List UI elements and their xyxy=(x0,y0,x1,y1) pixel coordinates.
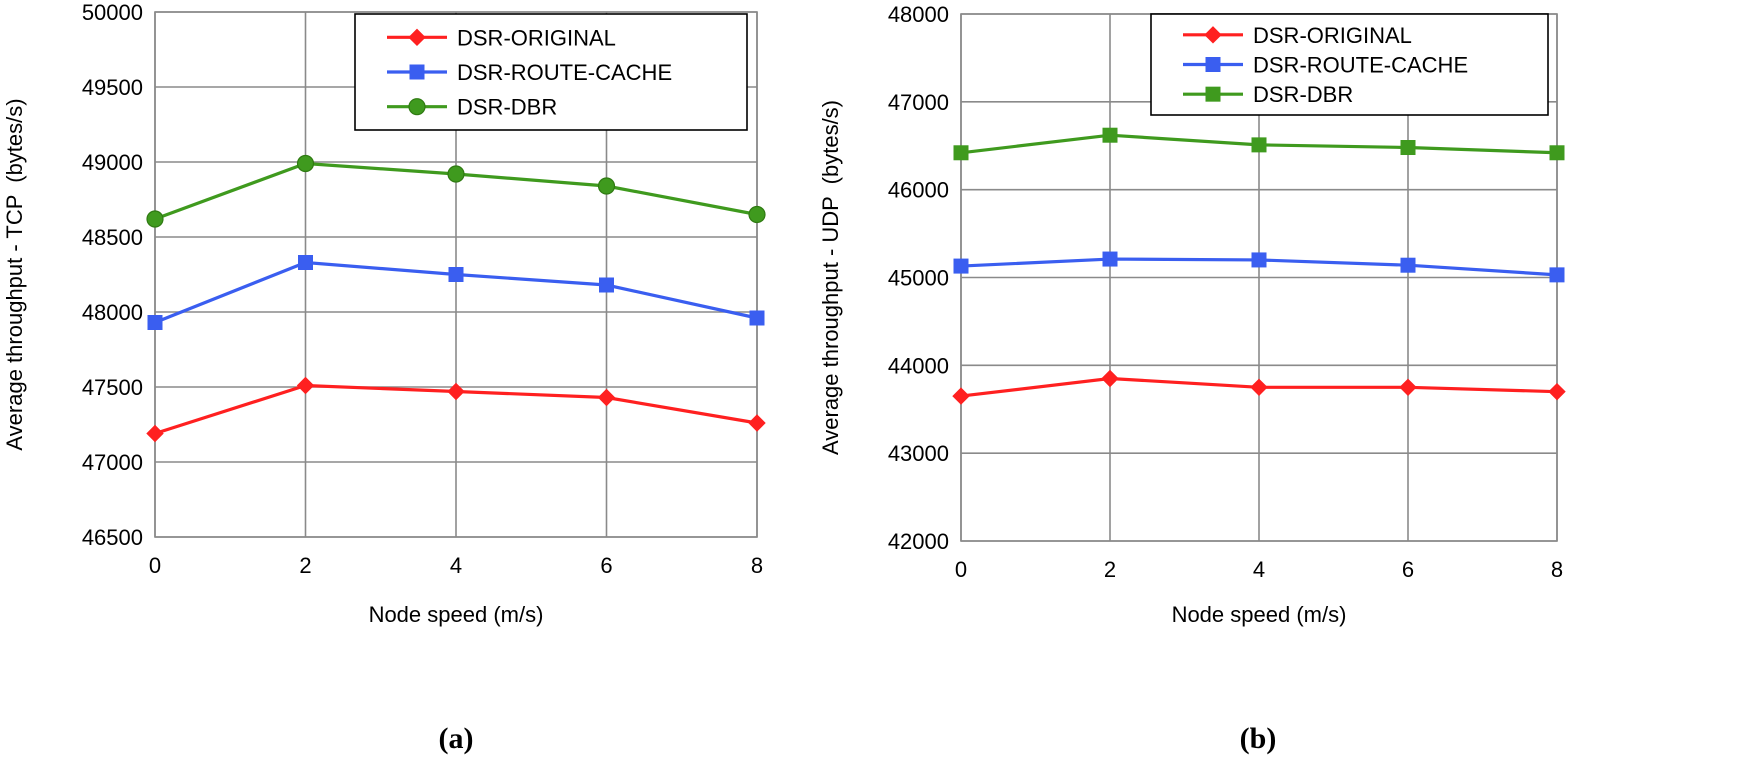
y-tick-label: 50000 xyxy=(82,0,143,25)
x-tick-label: 0 xyxy=(955,557,967,582)
data-point-dsr-original xyxy=(597,388,616,407)
data-point-dsr-route-cache xyxy=(1400,257,1416,273)
legend: DSR-ORIGINAL DSR-ROUTE-CACHE DSR-DBR xyxy=(1150,13,1549,116)
legend-marker-dsr-original xyxy=(1204,26,1222,44)
x-tick-label: 4 xyxy=(1253,557,1265,582)
data-point-dsr-route-cache xyxy=(1102,251,1118,267)
data-point-dsr-route-cache xyxy=(1251,252,1267,268)
data-point-dsr-dbr xyxy=(1400,140,1416,156)
y-tick-label: 47000 xyxy=(82,450,143,475)
y-tick-label: 45000 xyxy=(888,266,949,291)
x-axis-label: Node speed (m/s) xyxy=(369,602,544,627)
data-point-dsr-route-cache xyxy=(953,258,969,274)
x-tick-label: 8 xyxy=(751,553,763,578)
data-point-dsr-dbr xyxy=(296,154,315,173)
data-point-dsr-original xyxy=(296,376,315,395)
series-dsr-original xyxy=(146,376,766,443)
legend-label-dsr-route-cache: DSR-ROUTE-CACHE xyxy=(1253,53,1468,78)
x-tick-label: 6 xyxy=(600,553,612,578)
data-point-dsr-route-cache xyxy=(749,310,765,326)
y-axis-label: Average throughput - UDP (bytes/s) xyxy=(818,100,843,455)
y-tick-label: 47000 xyxy=(888,90,949,115)
data-point-dsr-original xyxy=(447,382,465,401)
x-tick-label: 2 xyxy=(299,553,311,578)
series-dsr-dbr xyxy=(953,127,1565,161)
data-point-dsr-dbr xyxy=(1251,137,1267,153)
data-point-dsr-dbr xyxy=(1549,145,1565,161)
y-tick-label: 48000 xyxy=(888,2,949,27)
y-axis-label: Average throughput - TCP (bytes/s) xyxy=(2,98,27,450)
data-point-dsr-dbr xyxy=(748,205,766,224)
x-axis-label: Node speed (m/s) xyxy=(1172,602,1347,627)
data-point-dsr-original xyxy=(748,414,766,432)
y-tick-label: 49500 xyxy=(82,75,143,100)
data-point-dsr-original xyxy=(1399,378,1417,396)
data-point-dsr-original xyxy=(952,387,970,405)
data-point-dsr-route-cache xyxy=(448,267,464,282)
data-point-dsr-dbr xyxy=(597,177,616,195)
series-dsr-dbr xyxy=(146,154,766,228)
y-tick-label: 46500 xyxy=(82,525,143,550)
legend-marker-dsr-route-cache xyxy=(409,64,425,80)
legend-label-dsr-dbr: DSR-DBR xyxy=(1253,82,1353,107)
x-tick-label: 0 xyxy=(149,553,161,578)
y-tick-label: 48500 xyxy=(82,225,143,250)
data-point-dsr-dbr xyxy=(447,165,465,183)
data-point-dsr-dbr xyxy=(953,145,969,161)
data-point-dsr-dbr xyxy=(1102,127,1118,143)
x-tick-label: 6 xyxy=(1402,557,1414,582)
x-tick-label: 2 xyxy=(1104,557,1116,582)
data-point-dsr-route-cache xyxy=(298,255,313,270)
data-point-dsr-route-cache xyxy=(1549,267,1565,283)
chart-panel-a: 46500 47000 47500 48000 48500 49000 49500 50000… xyxy=(2,0,766,755)
legend-label-dsr-route-cache: DSR-ROUTE-CACHE xyxy=(457,60,672,85)
legend-marker-dsr-original xyxy=(408,28,426,47)
data-point-dsr-original xyxy=(1101,369,1119,388)
data-point-dsr-original xyxy=(1548,382,1566,401)
y-tick-label: 47500 xyxy=(82,375,143,400)
panel-label: (b) xyxy=(1240,722,1277,755)
panel-label: (a) xyxy=(439,722,474,755)
legend-marker-dsr-dbr xyxy=(408,98,426,116)
data-point-dsr-route-cache xyxy=(599,277,614,293)
x-tick-label: 4 xyxy=(450,553,462,578)
y-tick-label: 42000 xyxy=(888,529,949,554)
series-dsr-route-cache xyxy=(953,251,1565,283)
legend-label-dsr-original: DSR-ORIGINAL xyxy=(1253,23,1412,48)
legend-label-dsr-original: DSR-ORIGINAL xyxy=(457,25,616,50)
y-tick-label: 49000 xyxy=(82,150,143,175)
data-point-dsr-original xyxy=(1250,378,1268,396)
data-point-dsr-dbr xyxy=(146,210,164,228)
data-point-dsr-original xyxy=(146,424,164,443)
data-point-dsr-route-cache xyxy=(147,315,163,330)
series-dsr-original xyxy=(952,369,1566,405)
chart-panel-b: 42000 43000 44000 45000 46000 47000 48000 0 2 4 6 8… xyxy=(818,2,1566,755)
y-tick-label: 44000 xyxy=(888,353,949,378)
series-dsr-route-cache xyxy=(147,255,765,330)
legend-marker-dsr-route-cache xyxy=(1205,57,1221,72)
y-tick-label: 48000 xyxy=(82,300,143,325)
legend: DSR-ORIGINAL DSR-ROUTE-CACHE DSR-DBR xyxy=(354,13,748,131)
x-tick-label: 8 xyxy=(1551,557,1563,582)
y-tick-label: 43000 xyxy=(888,441,949,466)
y-tick-label: 46000 xyxy=(888,178,949,203)
legend-marker-dsr-dbr xyxy=(1205,86,1221,102)
legend-label-dsr-dbr: DSR-DBR xyxy=(457,95,557,120)
plot-area xyxy=(154,11,758,538)
